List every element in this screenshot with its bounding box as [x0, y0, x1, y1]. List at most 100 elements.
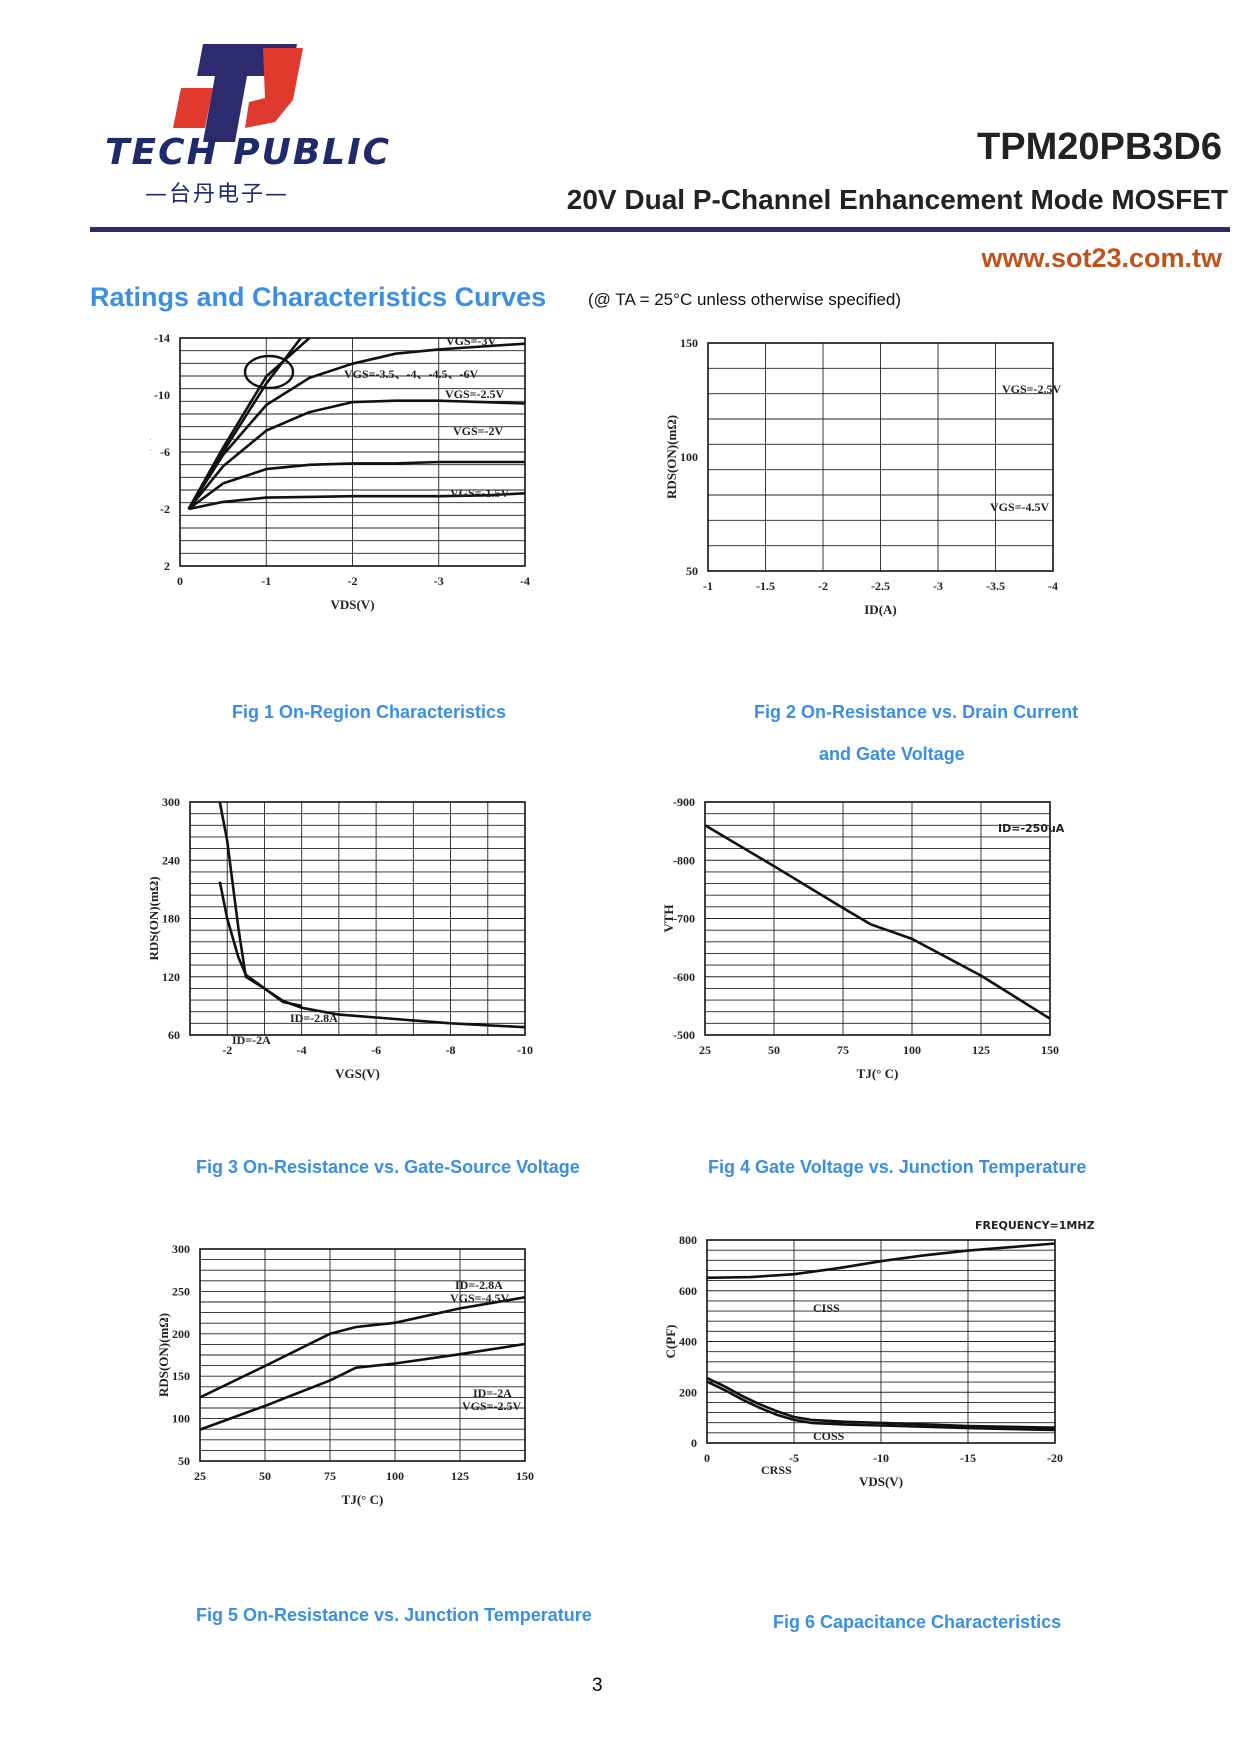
- fig1-label-vgs-3.5-6: VGS=-3.5、-4、-4.5、-6V: [344, 367, 478, 381]
- fig3-xtick-label: -8: [446, 1043, 456, 1057]
- section-note: (@ TA = 25°C unless otherwise specified): [588, 290, 902, 309]
- fig4-xtick-label: 50: [768, 1043, 780, 1057]
- fig2-xtick-label: -3: [933, 579, 943, 593]
- fig5-xtick-label: 150: [516, 1469, 534, 1483]
- fig6-xtick-label: -15: [960, 1451, 976, 1465]
- fig1-xtick-label: -2: [348, 574, 358, 588]
- fig6-xtick-label: -20: [1047, 1451, 1063, 1465]
- fig1-xtick-label: -3: [434, 574, 444, 588]
- fig6-ytick-label: 0: [691, 1436, 697, 1450]
- tech-public-logo: [173, 44, 303, 142]
- fig4-xtick-label: 25: [699, 1043, 711, 1057]
- fig5-xtick-label: 50: [259, 1469, 271, 1483]
- fig6-xtick-label: -10: [873, 1451, 889, 1465]
- website-link[interactable]: www.sot23.com.tw: [981, 243, 1222, 273]
- fig3-caption: Fig 3 On-Resistance vs. Gate-Source Volt…: [196, 1157, 580, 1177]
- fig3-grid: [190, 802, 525, 1035]
- fig3-y-axis-label: RDS(ON)(mΩ): [150, 876, 161, 960]
- page-number: 3: [592, 1675, 603, 1696]
- fig1-label-vgs-2: VGS=-2V: [453, 424, 504, 438]
- fig2-chart: -1 -1.5 -2 -2.5 -3 -3.5 -4 50 100 150 ID(A) RDS(ON)…: [664, 336, 1062, 617]
- fig1-grid: [180, 338, 525, 566]
- fig6-plot-frame: [706, 1239, 1056, 1444]
- fig6-ytick-label: 800: [679, 1233, 697, 1247]
- fig2-ytick-label: 100: [680, 450, 698, 464]
- fig3-xtick-label: -6: [371, 1043, 381, 1057]
- logo-chinese-name: —台丹电子—: [145, 182, 290, 207]
- fig5-chart: 25 50 75 100 125 150 50 100 150 200 250 300 TJ(° C) R…: [156, 1242, 534, 1507]
- fig3-plot-frame: [189, 801, 526, 1036]
- fig4-xtick-label: 150: [1041, 1043, 1059, 1057]
- fig6-label-coss: COSS: [813, 1429, 845, 1443]
- fig4-x-axis-label: TJ(° C): [857, 1066, 899, 1081]
- fig2-label-vgs-4.5: VGS=-4.5V: [990, 500, 1050, 514]
- fig1-ytick-label: -2: [160, 502, 170, 516]
- fig2-caption-line2: and Gate Voltage: [819, 744, 965, 764]
- fig6-label-frequency: FREQUENCY=1MHZ: [975, 1219, 1095, 1232]
- fig5-xtick-label: 75: [324, 1469, 336, 1483]
- fig1-series-line: [187, 460, 525, 511]
- fig6-label-crss: CRSS: [761, 1463, 792, 1477]
- fig3-ytick-label: 120: [162, 970, 180, 984]
- fig6-ytick-label: 600: [679, 1284, 697, 1298]
- fig3-series-line: [218, 801, 526, 1029]
- fig6-label-ciss: CISS: [813, 1301, 840, 1315]
- fig4-caption: Fig 4 Gate Voltage vs. Junction Temperat…: [708, 1157, 1087, 1177]
- document-subtitle: 20V Dual P-Channel Enhancement Mode MOSF…: [566, 184, 1228, 215]
- fig1-label-vgs-2.5: VGS=-2.5V: [445, 387, 505, 401]
- fig3-ytick-label: 240: [162, 853, 180, 867]
- fig4-ytick-label: -900: [673, 795, 695, 809]
- fig2-label-vgs-2.5: VGS=-2.5V: [1002, 382, 1062, 396]
- section-title: Ratings and Characteristics Curves: [90, 282, 547, 312]
- fig4-ytick-label: -600: [673, 970, 695, 984]
- fig6-y-axis-label: C(PF): [663, 1325, 678, 1359]
- fig5-plot-frame: [199, 1248, 526, 1462]
- fig6-ytick-label: 400: [679, 1335, 697, 1349]
- fig5-xtick-label: 25: [194, 1469, 206, 1483]
- fig2-y-axis-label: RDS(ON)(mΩ): [664, 415, 679, 499]
- fig1-y-axis-label: ID(A): [150, 436, 151, 469]
- fig2-xtick-label: -2: [818, 579, 828, 593]
- fig5-xtick-label: 100: [386, 1469, 404, 1483]
- logo-stem: [203, 76, 247, 142]
- fig1-chart: 0 -1 -2 -3 -4 2 -2 -6 -10 -14 VDS(V) ID(A) VGS=-3V VG…: [150, 331, 530, 612]
- fig3-ytick-label: 300: [162, 795, 180, 809]
- fig3-label-id-2a: ID=-2A: [232, 1033, 271, 1047]
- fig2-caption-line1: Fig 2 On-Resistance vs. Drain Current: [754, 702, 1079, 722]
- fig1-series-line: [187, 337, 311, 510]
- fig4-plot-frame: [704, 801, 1051, 1036]
- fig6-ytick-label: 200: [679, 1385, 697, 1399]
- fig4-grid: [705, 802, 1050, 1035]
- fig2-xtick-label: -2.5: [871, 579, 890, 593]
- logo-name: TECH PUBLIC: [105, 132, 392, 173]
- fig4-ytick-label: -700: [673, 912, 695, 926]
- fig1-plot-frame: [179, 337, 526, 567]
- fig5-ytick-label: 150: [172, 1369, 190, 1383]
- fig6-x-axis-label: VDS(V): [859, 1474, 903, 1489]
- fig3-label-id-2.8a: ID=-2.8A: [290, 1011, 338, 1025]
- fig1-label-vgs-3: VGS=-3V: [446, 334, 497, 348]
- fig3-xtick-label: -4: [297, 1043, 307, 1057]
- fig1-ytick-label: -6: [160, 445, 170, 459]
- fig2-xtick-label: -3.5: [986, 579, 1005, 593]
- fig1-caption: Fig 1 On-Region Characteristics: [232, 702, 507, 722]
- fig4-series-line: [704, 824, 1051, 1020]
- fig5-caption: Fig 5 On-Resistance vs. Junction Tempera…: [196, 1605, 592, 1625]
- fig6-caption: Fig 6 Capacitance Characteristics: [773, 1612, 1062, 1632]
- fig6-grid: [707, 1240, 1055, 1443]
- fig6-xtick-label: -5: [789, 1451, 799, 1465]
- fig1-series-line: [187, 342, 526, 510]
- fig5-ytick-label: 50: [178, 1454, 190, 1468]
- fig4-ytick-label: -500: [673, 1028, 695, 1042]
- fig2-xtick-label: -1: [703, 579, 713, 593]
- fig3-xtick-label: -2: [222, 1043, 232, 1057]
- fig5-label-id-2a: ID=-2A: [473, 1386, 512, 1400]
- fig1-ytick-label: -14: [154, 331, 170, 345]
- fig1-xtick-label: -4: [520, 574, 530, 588]
- fig5-series-line: [199, 1342, 526, 1431]
- fig2-ytick-label: 150: [680, 336, 698, 350]
- fig1-series-line: [187, 399, 526, 510]
- fig4-xtick-label: 100: [903, 1043, 921, 1057]
- fig5-label-vgs-4.5: VGS=-4.5V: [450, 1291, 510, 1305]
- fig2-ytick-label: 50: [686, 564, 698, 578]
